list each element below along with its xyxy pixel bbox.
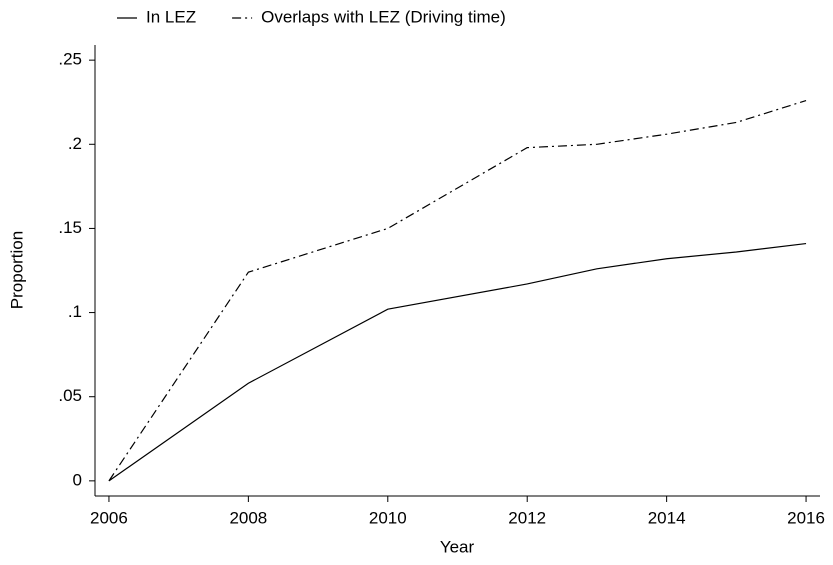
legend-label: Overlaps with LEZ (Driving time) bbox=[261, 7, 506, 26]
y-tick-label: .05 bbox=[58, 386, 82, 405]
y-tick-label: 0 bbox=[73, 470, 82, 489]
x-tick-label: 2012 bbox=[508, 508, 546, 527]
y-tick-label: .1 bbox=[68, 302, 82, 321]
x-tick-label: 2006 bbox=[90, 508, 128, 527]
x-axis-label: Year bbox=[440, 537, 475, 556]
series-line bbox=[108, 242, 807, 482]
y-tick-label: .15 bbox=[58, 218, 82, 237]
y-tick-label: .2 bbox=[68, 134, 82, 153]
legend-label: In LEZ bbox=[146, 7, 196, 26]
x-tick-label: 2010 bbox=[369, 508, 407, 527]
x-tick-label: 2016 bbox=[787, 508, 825, 527]
x-tick-label: 2014 bbox=[648, 508, 686, 527]
x-tick-label: 2008 bbox=[229, 508, 267, 527]
y-axis-label: Proportion bbox=[7, 231, 26, 309]
y-tick-label: .25 bbox=[58, 50, 82, 69]
series-line bbox=[108, 99, 807, 482]
